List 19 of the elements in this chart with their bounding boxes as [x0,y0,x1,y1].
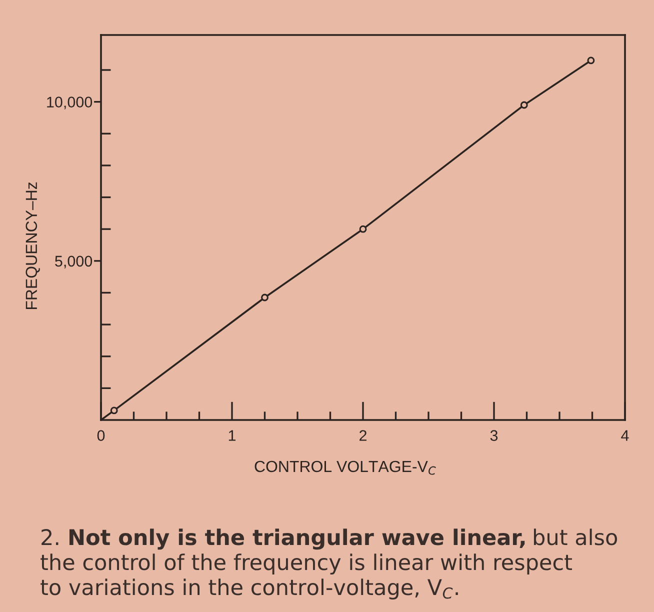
point [261,294,268,302]
y-axis-title: FREQUENCY–Hz [26,182,40,310]
x-tick-label: 3 [490,430,498,441]
point [520,101,528,109]
text: Not only is the triangular wave linear, [69,528,525,550]
x-tick-label: 4 [621,430,629,441]
y-tick-label: 10,000 [47,96,92,110]
text: the control of the frequency is linear with respect [40,554,572,574]
x-tick-label: 1 [228,430,236,441]
text: but also [534,528,618,546]
x-axis-title: CONTROL VOLTAGE-V$_{C}$ [254,460,436,475]
point [110,406,118,414]
text: 2. [42,529,58,545]
x-tick-label: 0 [97,430,105,441]
point [359,225,367,233]
x-tick-label: 2 [360,430,366,441]
y-tick-label: 5,000 [55,256,92,268]
point [587,56,595,64]
text: to variations in the control-voltage, V$_{C}$. [40,578,458,600]
